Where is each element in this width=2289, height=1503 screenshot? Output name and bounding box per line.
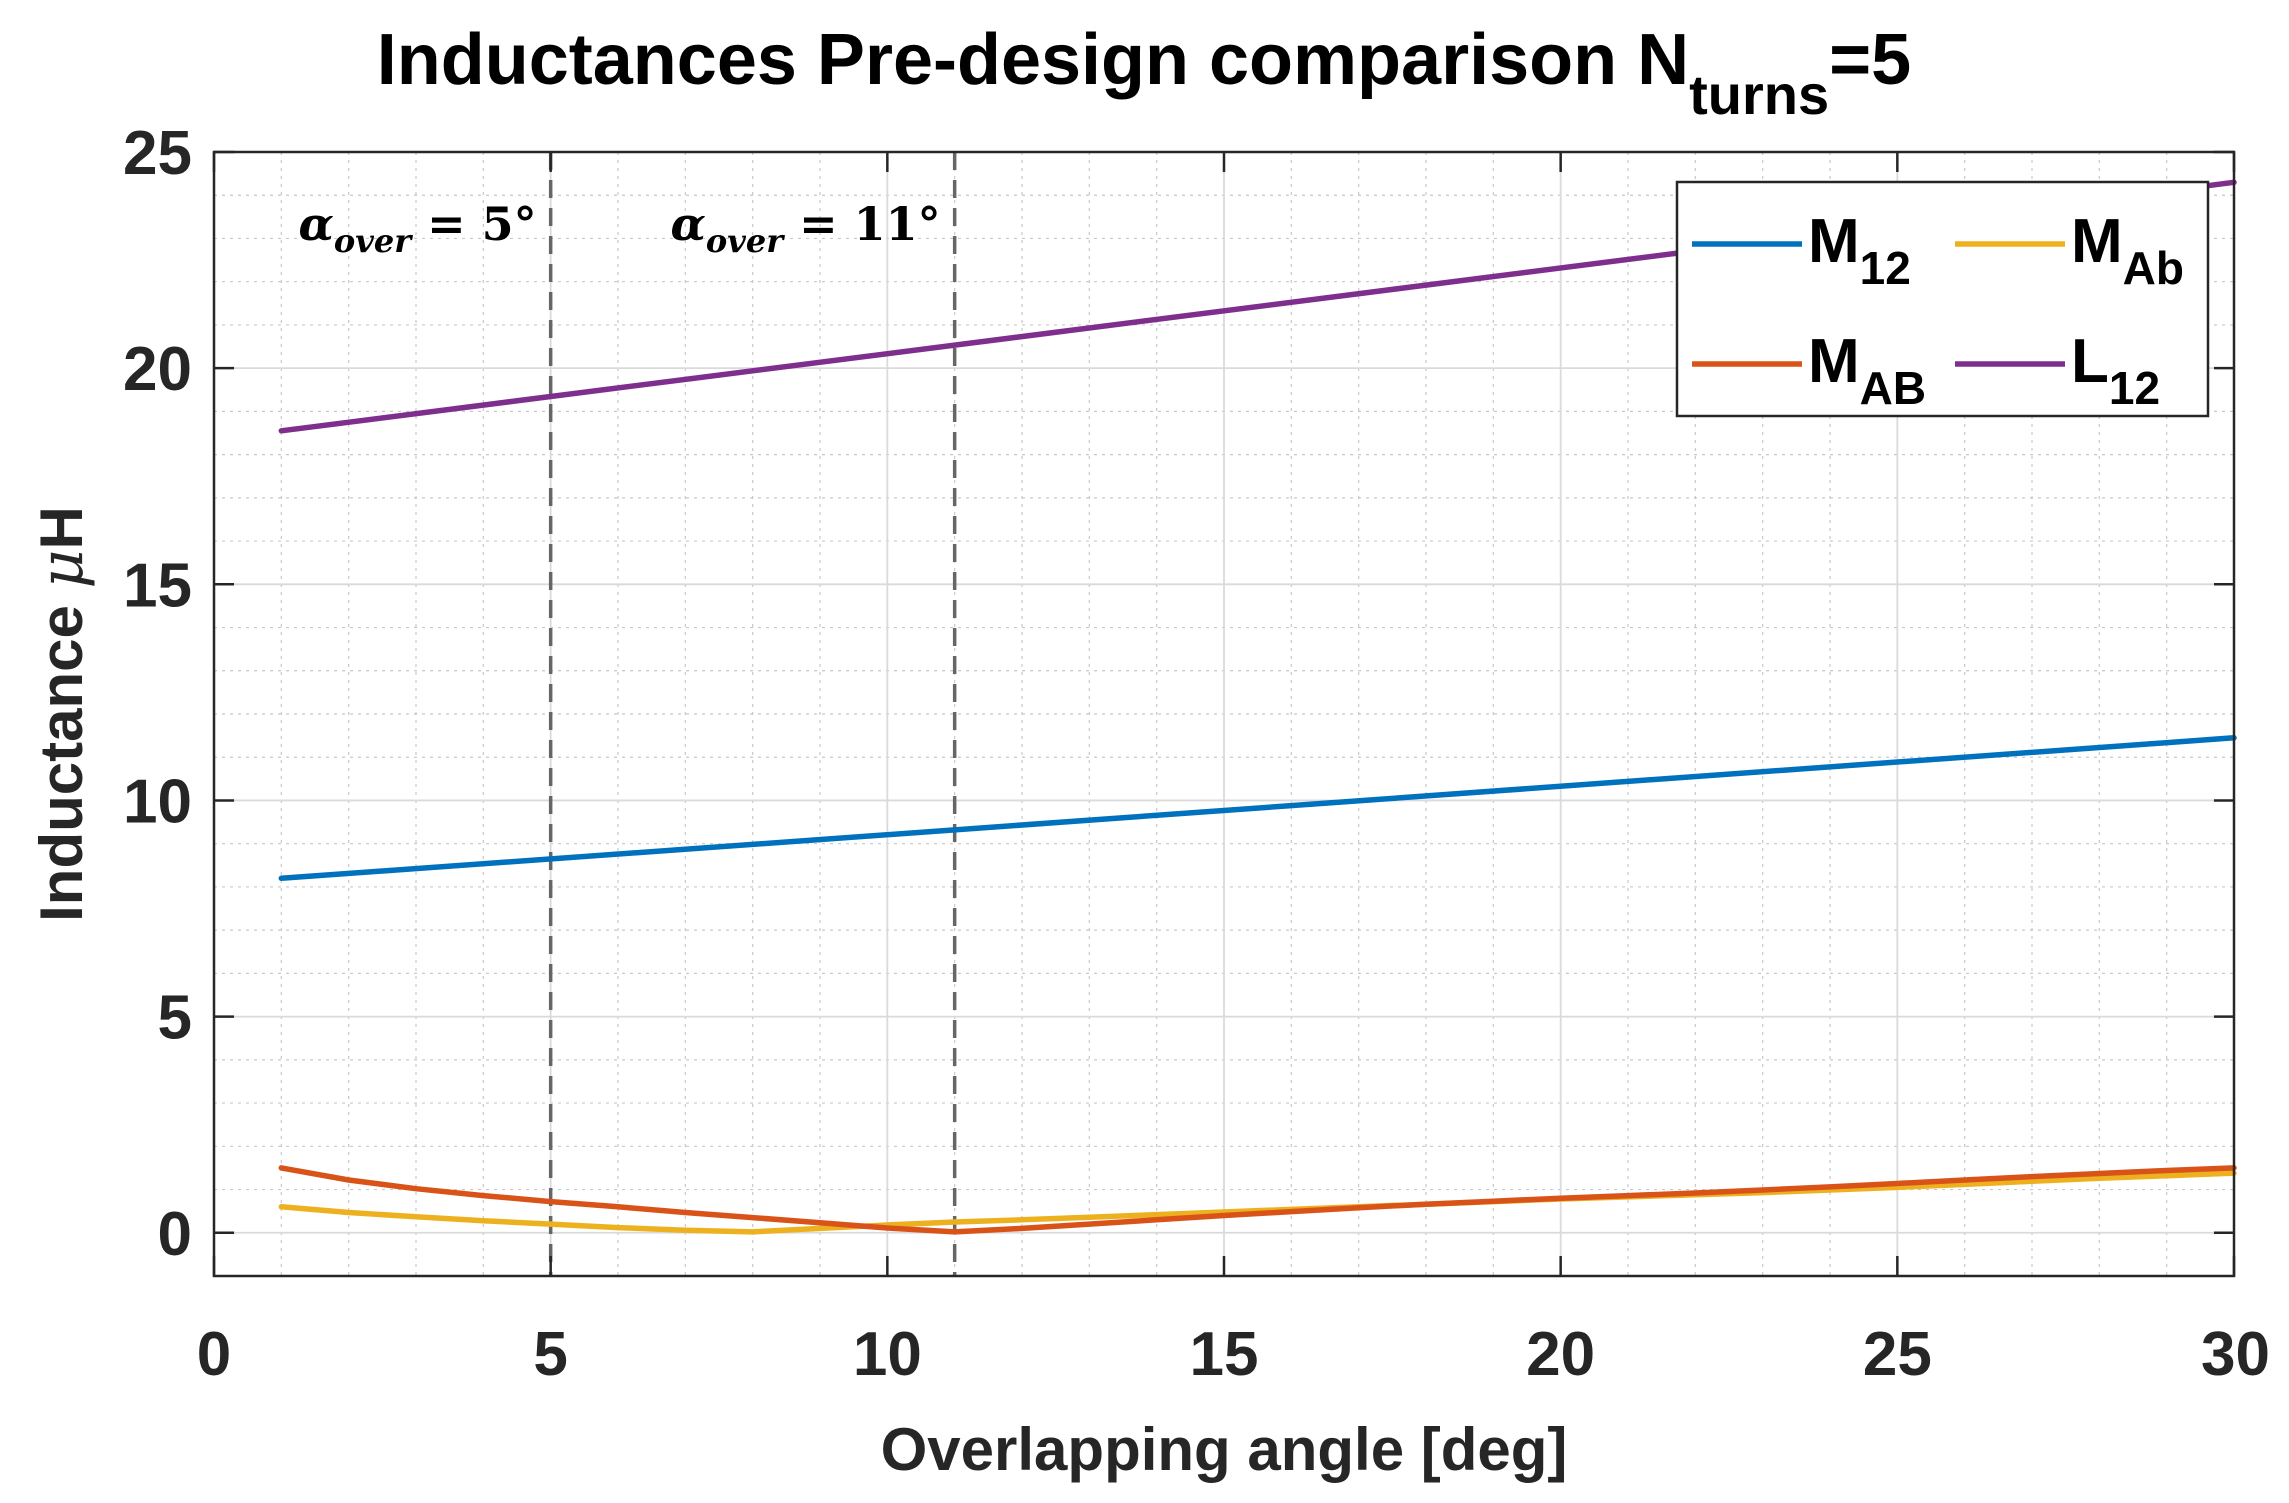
legend: M12 MAb MAB L12	[1675, 180, 2210, 418]
plot-frame	[212, 150, 2236, 1278]
y-tick-label: 25	[123, 119, 192, 188]
y-tick-label: 5	[158, 984, 192, 1053]
chart-title: Inductances Pre-design comparison Nturns…	[377, 20, 1911, 126]
legend-label-MAb: MAb	[2071, 207, 2184, 294]
x-tick-label: 15	[1190, 1320, 1259, 1389]
annotation-label: αover = 5°	[299, 197, 537, 260]
legend-label-MAB: MAB	[1808, 327, 1926, 414]
x-tick-label: 25	[1863, 1320, 1932, 1389]
y-tick-label: 20	[123, 335, 192, 404]
y-axis-label: Inductance μH	[27, 506, 97, 922]
annotation-label: αover = 11°	[671, 197, 941, 260]
x-tick-label: 30	[2201, 1320, 2270, 1389]
x-tick-label: 5	[533, 1320, 567, 1389]
series-line-M12	[278, 735, 2237, 882]
tick-marks	[212, 150, 2236, 1276]
legend-box	[1675, 180, 2210, 418]
series-line-MAb	[278, 1170, 2237, 1235]
legend-label-L12: L12	[2071, 327, 2160, 414]
x-tick-label: 20	[1526, 1320, 1595, 1389]
y-tick-labels: 0 5 10 15 20 25	[123, 119, 192, 1269]
series-line-MAB	[278, 1165, 2237, 1235]
x-tick-labels: 0 5 10 15 20 25 30	[197, 1320, 2270, 1389]
x-tick-label: 0	[197, 1320, 231, 1389]
y-tick-label: 15	[123, 551, 192, 620]
x-axis-label: Overlapping angle [deg]	[881, 1416, 1568, 1483]
y-tick-label: 0	[158, 1200, 192, 1269]
annotations: αover = 5° αover = 11°	[299, 197, 941, 260]
reference-lines	[548, 152, 957, 1276]
legend-label-M12: M12	[1808, 207, 1911, 294]
y-tick-label: 10	[123, 767, 192, 836]
x-tick-label: 10	[853, 1320, 922, 1389]
